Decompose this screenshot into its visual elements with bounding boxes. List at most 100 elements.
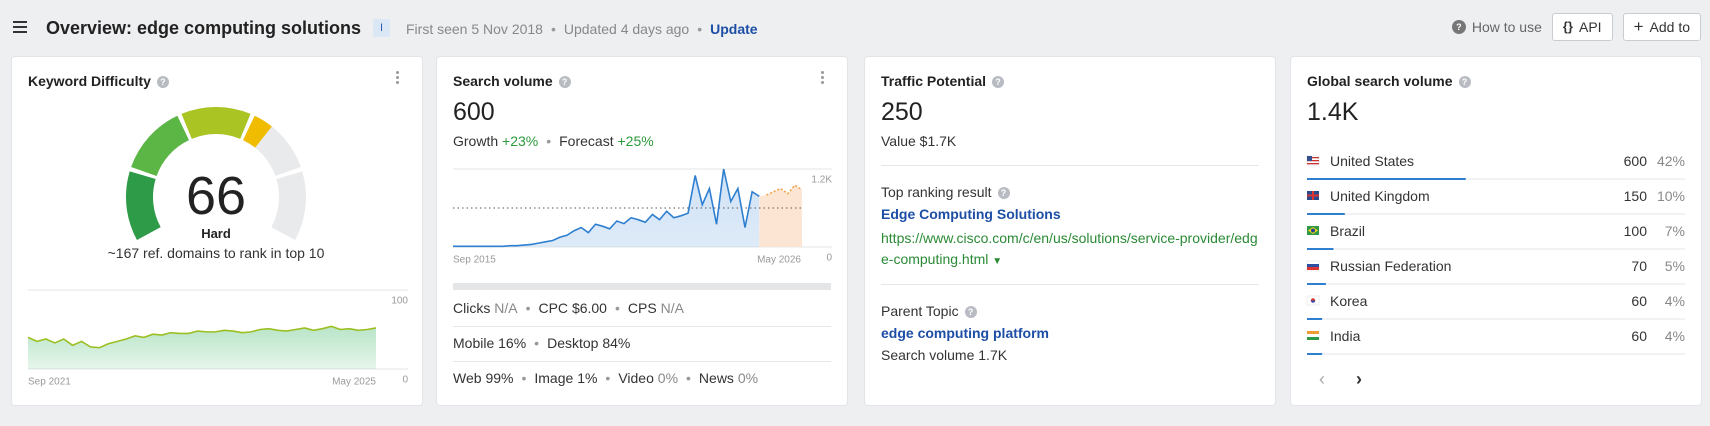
country-volume: 150 bbox=[1623, 188, 1647, 204]
card-title: Keyword Difficulty? bbox=[28, 72, 169, 90]
flag bbox=[1307, 157, 1319, 159]
update-link[interactable]: Update bbox=[710, 21, 758, 37]
share-bar bbox=[1307, 178, 1466, 180]
first-seen: First seen 5 Nov 2018 bbox=[406, 21, 543, 37]
country-flag bbox=[1307, 226, 1319, 235]
kd-title: Keyword Difficulty bbox=[28, 73, 151, 89]
area bbox=[28, 326, 376, 369]
y-tick-label: 1.2K bbox=[811, 175, 832, 186]
parent-topic-label: Parent Topic bbox=[881, 303, 959, 319]
range-slider[interactable] bbox=[453, 283, 831, 290]
gauge-fill bbox=[126, 171, 161, 241]
country-share: 4% bbox=[1664, 293, 1685, 309]
share-bar bbox=[1307, 318, 1323, 320]
metric-label: News bbox=[698, 370, 734, 386]
how-to-use[interactable]: ? How to use bbox=[1451, 18, 1542, 36]
gauge-fill bbox=[131, 115, 189, 177]
intent-badge: I bbox=[373, 19, 390, 37]
card-title: Search volume? bbox=[453, 72, 571, 90]
metric-label: Image bbox=[534, 370, 574, 386]
metric-value: 16% bbox=[498, 335, 527, 351]
country-name: India bbox=[1330, 328, 1361, 344]
country-name: United States bbox=[1330, 153, 1415, 169]
card-title: Global search volume? bbox=[1307, 72, 1471, 90]
menu-icon[interactable] bbox=[13, 20, 28, 34]
prev-page[interactable]: ‹ bbox=[1319, 369, 1325, 389]
metric-value: 1% bbox=[577, 370, 598, 386]
sv-value: 600 bbox=[453, 98, 495, 126]
gauge-track bbox=[271, 171, 307, 241]
how-to-use-label: How to use bbox=[1471, 19, 1542, 35]
country-name: United Kingdom bbox=[1330, 188, 1430, 204]
top-result-label: Top ranking result bbox=[881, 184, 992, 200]
parent-topic[interactable]: edge computing platform bbox=[881, 325, 1049, 341]
sv-title: Search volume bbox=[453, 73, 553, 89]
top-result-url-row: https://www.cisco.com/c/en/us/solutions/… bbox=[881, 230, 1258, 267]
x-tick-label: May 2025 bbox=[332, 377, 376, 388]
metric-label: Clicks bbox=[453, 300, 491, 316]
top-result-label-row: Top ranking result? bbox=[881, 183, 1010, 201]
line bbox=[27, 325, 377, 349]
metric-label: CPS bbox=[627, 300, 657, 316]
card-menu[interactable] bbox=[396, 71, 400, 86]
flag bbox=[1307, 331, 1319, 334]
separator: • bbox=[605, 370, 611, 386]
country-name: Korea bbox=[1330, 293, 1368, 309]
metric-label: Desktop bbox=[547, 335, 599, 351]
area bbox=[453, 169, 760, 247]
flag bbox=[1307, 163, 1319, 165]
country-share: 10% bbox=[1656, 188, 1685, 204]
metric-value: 99% bbox=[485, 370, 514, 386]
metric-label: CPC bbox=[538, 300, 569, 316]
country-flag bbox=[1307, 331, 1319, 340]
updated: Updated 4 days ago bbox=[563, 21, 690, 37]
line bbox=[453, 168, 760, 248]
metric-value: 0% bbox=[657, 370, 679, 386]
next-page[interactable]: › bbox=[1356, 369, 1362, 389]
divider bbox=[453, 326, 831, 327]
metric-value: 84% bbox=[602, 335, 631, 351]
share-bar bbox=[1307, 353, 1323, 355]
forecast-line bbox=[766, 184, 803, 196]
add-to-label: Add to bbox=[1649, 19, 1690, 35]
add-to-button[interactable]: + Add to bbox=[1622, 13, 1701, 41]
separator: • bbox=[534, 335, 540, 351]
tp-value-line: Value $1.7K bbox=[881, 133, 957, 149]
country-flag bbox=[1306, 155, 1320, 166]
header-meta: First seen 5 Nov 2018 • Updated 4 days ago… bbox=[406, 21, 758, 37]
parent-topic-volume: Search volume 1.7K bbox=[881, 347, 1008, 363]
metric-label: Web bbox=[453, 370, 482, 386]
forecast-area bbox=[759, 185, 802, 247]
country-flag bbox=[1306, 295, 1320, 306]
country-volume: 70 bbox=[1631, 258, 1647, 274]
y-tick-label: 0 bbox=[826, 253, 832, 264]
gauge-fill bbox=[181, 107, 251, 139]
separator: • bbox=[525, 300, 531, 316]
metric-label: Video bbox=[618, 370, 654, 386]
gv-title: Global search volume bbox=[1307, 73, 1453, 89]
tp-value: 250 bbox=[881, 98, 923, 126]
card-title: Traffic Potential? bbox=[881, 72, 1005, 90]
y-tick-label: 100 bbox=[391, 296, 408, 307]
flag bbox=[1307, 156, 1312, 161]
api-button[interactable]: {} API bbox=[1551, 13, 1613, 41]
top-result-title[interactable]: Edge Computing Solutions bbox=[881, 206, 1061, 222]
country-share: 5% bbox=[1664, 258, 1685, 274]
country-volume: 60 bbox=[1631, 293, 1647, 309]
page-title: Overview: edge computing solutions bbox=[46, 18, 362, 38]
flag bbox=[1307, 264, 1319, 267]
country-share: 42% bbox=[1656, 153, 1685, 169]
share-bar bbox=[1307, 213, 1345, 215]
flag bbox=[1311, 228, 1315, 233]
kd-note: ~167 ref. domains to rank in top 10 bbox=[107, 245, 325, 261]
metric-value: $6.00 bbox=[571, 300, 607, 316]
country-name: Brazil bbox=[1330, 223, 1366, 239]
forecast-label: Forecast bbox=[559, 133, 614, 149]
country-share: 4% bbox=[1664, 328, 1685, 344]
card-menu[interactable] bbox=[821, 71, 825, 86]
flag bbox=[1310, 300, 1316, 303]
gauge-fill bbox=[243, 115, 272, 148]
y-tick-label: 0 bbox=[402, 375, 408, 386]
top-result-url[interactable]: https://www.cisco.com/c/en/us/solutions/… bbox=[881, 230, 1258, 267]
